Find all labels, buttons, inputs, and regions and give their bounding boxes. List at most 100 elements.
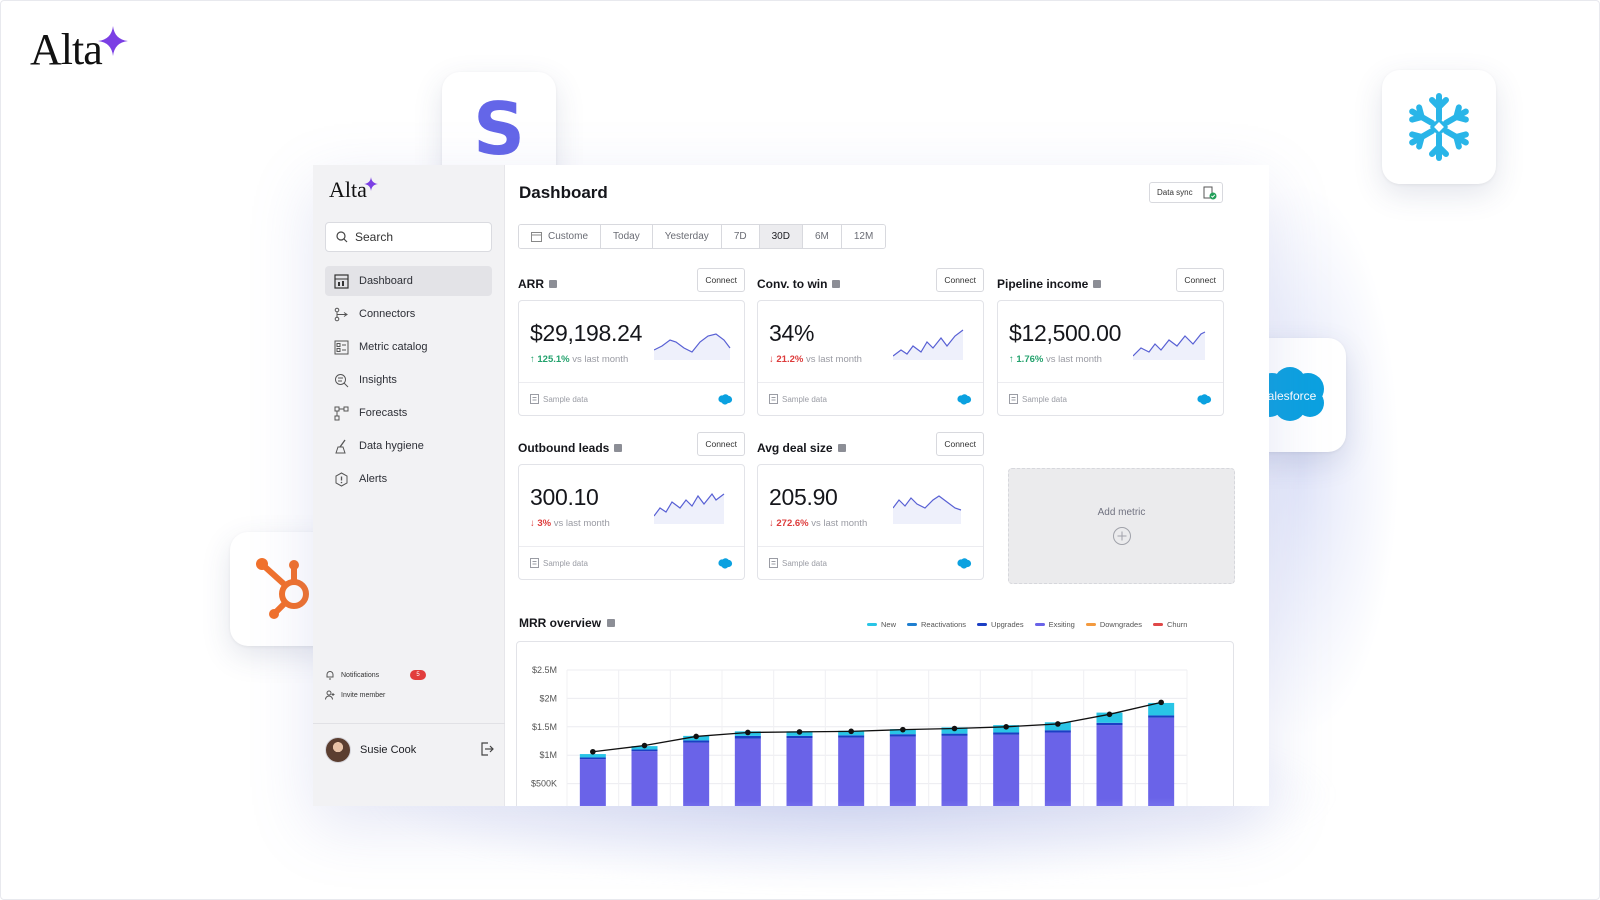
avatar (325, 737, 351, 763)
sidebar-divider (313, 723, 505, 724)
legend-item[interactable]: New (867, 620, 896, 629)
range-label: 6M (814, 231, 829, 242)
arrow-up-icon: ↑ (530, 354, 535, 365)
legend-label: Exsiting (1048, 620, 1075, 629)
range-label: 30D (771, 231, 790, 242)
metric-catalog-icon (334, 340, 349, 354)
sidebar-logo[interactable]: Alta (329, 177, 367, 203)
metric-card[interactable]: 205.90 ↓ 272.6% vs last month Sample dat… (757, 464, 984, 580)
card-title: Conv. to win (757, 277, 841, 291)
data-sync-button[interactable]: Data sync (1149, 182, 1223, 203)
info-icon[interactable] (832, 280, 841, 288)
metric-value: 300.10 (530, 484, 599, 510)
sidebar: Alta Search Dashboard Connectors Metric … (313, 165, 505, 806)
metric-card[interactable]: 300.10 ↓ 3% vs last month Sample data (518, 464, 745, 580)
notifications-badge: 5 (410, 670, 426, 680)
document-icon (769, 558, 778, 568)
range-yesterday[interactable]: Yesterday (652, 225, 722, 248)
salesforce-cloud-icon (718, 393, 733, 405)
metric-card-wrapper: ARR Connect $29,198.24 ↑ 125.1% vs last … (518, 268, 745, 416)
sidebar-item-connectors[interactable]: Connectors (325, 299, 492, 329)
sparkle-icon (98, 26, 128, 56)
sample-data: Sample data (1009, 394, 1067, 404)
range-7d[interactable]: 7D (721, 225, 760, 248)
add-user-icon (325, 690, 335, 700)
sidebar-item-data-hygiene[interactable]: Data hygiene (325, 431, 492, 461)
card-title-text: ARR (518, 277, 544, 291)
sidebar-item-dashboard[interactable]: Dashboard (325, 266, 492, 296)
add-metric-button[interactable]: Add metric (1008, 468, 1235, 584)
range-today[interactable]: Today (601, 225, 653, 248)
change-value: 21.2% (776, 354, 804, 365)
connect-button[interactable]: Connect (697, 268, 745, 292)
user-name: Susie Cook (360, 744, 417, 756)
bar-exsiting (734, 738, 761, 806)
bar-upgrades (786, 735, 813, 739)
legend-item[interactable]: Churn (1152, 620, 1187, 629)
range-label: Yesterday (664, 231, 709, 242)
range-12m[interactable]: 12M (841, 225, 886, 248)
info-icon[interactable] (607, 619, 616, 627)
info-icon[interactable] (549, 280, 557, 288)
range-30d[interactable]: 30D (759, 225, 803, 248)
salesforce-cloud-icon (1197, 393, 1212, 405)
invite-member-link[interactable]: Invite member (325, 690, 385, 700)
bar-exsiting (1148, 717, 1175, 806)
connect-button[interactable]: Connect (936, 268, 984, 292)
search-icon (336, 231, 348, 243)
logout-icon[interactable] (479, 741, 495, 757)
legend-item[interactable]: Exsiting (1034, 620, 1075, 629)
notifications-link[interactable]: Notifications (325, 670, 379, 680)
user-profile[interactable]: Susie Cook (325, 735, 495, 765)
search-input[interactable]: Search (325, 222, 492, 252)
legend-item[interactable]: Upgrades (977, 620, 1024, 629)
legend-swatch (977, 623, 988, 626)
sparkline-fill (1133, 332, 1205, 360)
salesforce-logo-icon: salesforce (1256, 367, 1324, 421)
sidebar-item-forecasts[interactable]: Forecasts (325, 398, 492, 428)
info-icon[interactable] (614, 444, 623, 452)
sparkline-line (893, 329, 964, 357)
sample-data-label: Sample data (782, 394, 827, 404)
info-icon[interactable] (837, 444, 846, 452)
bar-new (1148, 702, 1175, 716)
legend-swatch (1152, 623, 1163, 626)
range-label: 12M (853, 231, 874, 242)
sidebar-item-label: Alerts (359, 473, 388, 485)
legend-swatch (867, 623, 877, 626)
metric-card[interactable]: $29,198.24 ↑ 125.1% vs last month Sample… (518, 300, 745, 416)
change-caption: vs last month (805, 354, 862, 365)
metric-change: ↓ 272.6% vs last month (769, 518, 867, 529)
card-title-text: Pipeline income (997, 277, 1089, 291)
metric-card[interactable]: 34% ↓ 21.2% vs last month Sample data (757, 300, 984, 416)
metric-card[interactable]: $12,500.00 ↑ 1.76% vs last month Sample … (997, 300, 1224, 416)
legend-label: Downgrades (1099, 620, 1142, 629)
sample-data-label: Sample data (782, 558, 827, 568)
snowflake-tile (1382, 70, 1496, 184)
notifications-label: Notifications (341, 671, 380, 679)
sidebar-item-alerts[interactable]: Alerts (325, 464, 492, 494)
sidebar-item-label: Connectors (359, 308, 416, 320)
y-tick-label: $500K (531, 779, 557, 789)
legend-swatch (1085, 623, 1096, 626)
range-6m[interactable]: 6M (802, 225, 842, 248)
legend-item[interactable]: Downgrades (1085, 620, 1142, 629)
legend-item[interactable]: Reactivations (907, 620, 966, 629)
info-icon[interactable] (1093, 280, 1102, 288)
metric-change: ↓ 21.2% vs last month (769, 354, 862, 365)
bar-upgrades (941, 733, 968, 736)
connect-button[interactable]: Connect (1176, 268, 1224, 292)
range-custom[interactable]: Custome (519, 225, 602, 248)
sidebar-item-insights[interactable]: Insights (325, 365, 492, 395)
mrr-point (1106, 711, 1113, 718)
sidebar-item-label: Insights (359, 374, 397, 386)
mrr-point (951, 725, 958, 732)
sparkline-chart (1133, 331, 1206, 360)
sidebar-item-metric-catalog[interactable]: Metric catalog (325, 332, 492, 362)
connect-button[interactable]: Connect (697, 432, 745, 456)
document-icon (530, 558, 539, 568)
sparkline-chart (893, 329, 964, 360)
arrow-down-icon: ↓ (530, 518, 535, 529)
connect-button[interactable]: Connect (936, 432, 984, 456)
metric-card-wrapper: Avg deal size Connect 205.90 ↓ 272.6% vs… (757, 432, 984, 580)
